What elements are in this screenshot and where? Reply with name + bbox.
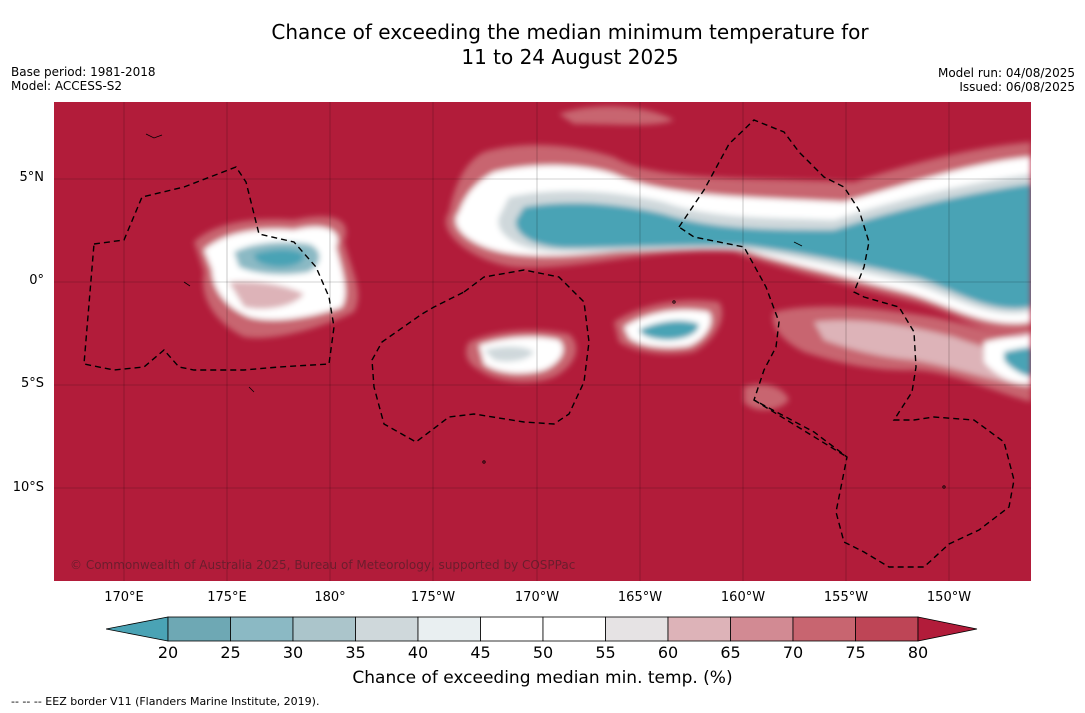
lat-label-0: 0°	[29, 273, 44, 288]
meta-right: Model run: 04/08/2025 Issued: 06/08/2025	[938, 66, 1075, 94]
copyright-notice: © Commonwealth of Australia 2025, Bureau…	[70, 558, 576, 572]
colorbar-segment	[167, 616, 231, 642]
colorbar-tick: 30	[282, 643, 304, 662]
issued-date: Issued: 06/08/2025	[959, 80, 1075, 94]
colorbar-tick: 60	[657, 643, 679, 662]
model-name: Model: ACCESS-S2	[11, 79, 123, 93]
colorbar	[106, 616, 978, 642]
colorbar-segment	[230, 616, 294, 642]
lon-label: 170°W	[514, 590, 560, 605]
graticule	[54, 102, 1031, 581]
colorbar-segment	[855, 616, 919, 642]
lon-label: 175°E	[207, 590, 247, 605]
model-run: Model run: 04/08/2025	[937, 66, 1075, 80]
forecast-map	[54, 102, 1031, 581]
lon-label: 165°W	[617, 590, 663, 605]
lon-label: 155°W	[823, 590, 869, 605]
lon-label: 180°	[314, 590, 346, 605]
colorbar-tick: 75	[845, 643, 866, 662]
lon-label: 175°W	[410, 590, 456, 605]
colorbar-tick: 50	[532, 643, 554, 662]
colorbar-tick: 25	[220, 643, 241, 662]
colorbar-tick: 70	[782, 643, 804, 662]
eez-legend-note: -- -- -- EEZ border V11 (Flanders Marine…	[11, 695, 320, 708]
map-title: Chance of exceeding the median minimum t…	[0, 20, 1085, 70]
colorbar-tick: 20	[157, 643, 179, 662]
lat-label-5n: 5°N	[19, 170, 45, 185]
colorbar-segment	[355, 616, 419, 642]
colorbar-tick: 45	[470, 643, 491, 662]
colorbar-segment	[417, 616, 481, 642]
colorbar-extend-high	[917, 616, 978, 642]
colorbar-segment	[792, 616, 856, 642]
colorbar-segment	[730, 616, 794, 642]
title-line-2: 11 to 24 August 2025	[461, 45, 679, 69]
colorbar-tick: 65	[720, 643, 741, 662]
title-line-1: Chance of exceeding the median minimum t…	[271, 20, 869, 44]
colorbar-segment	[667, 616, 731, 642]
lat-label-5s: 5°S	[20, 376, 44, 391]
eez-borders	[83, 119, 1015, 568]
probability-field	[194, 106, 1031, 411]
colorbar-label: Chance of exceeding median min. temp. (%…	[352, 668, 733, 688]
base-period: Base period: 1981-2018	[11, 65, 156, 79]
lat-label-10s: 10°S	[12, 480, 44, 495]
lon-label: 170°E	[104, 590, 144, 605]
colorbar-segment	[292, 616, 356, 642]
islands	[145, 133, 946, 489]
colorbar-tick: 80	[907, 643, 929, 662]
colorbar-tick: 40	[407, 643, 429, 662]
colorbar-extend-low	[106, 616, 169, 642]
colorbar-tick: 55	[595, 643, 616, 662]
colorbar-segment	[480, 616, 544, 642]
lon-label: 160°W	[720, 590, 766, 605]
colorbar-segment	[542, 616, 606, 642]
meta-left: Base period: 1981-2018 Model: ACCESS-S2	[11, 65, 156, 93]
lon-label: 150°W	[926, 590, 972, 605]
colorbar-segment	[605, 616, 669, 642]
colorbar-tick: 35	[345, 643, 366, 662]
